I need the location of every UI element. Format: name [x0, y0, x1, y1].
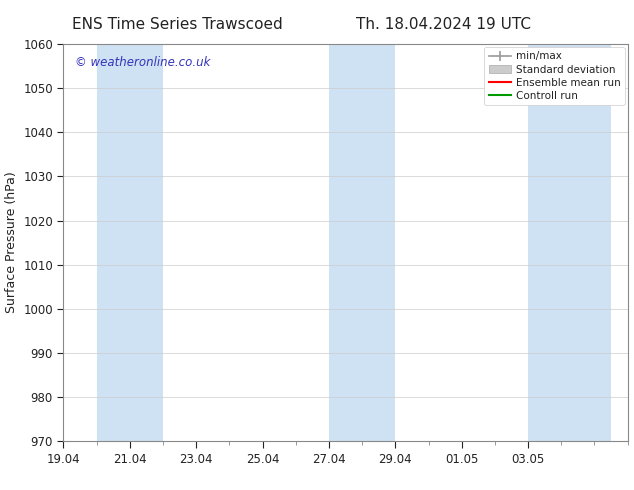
- Bar: [528, 44, 611, 441]
- Text: © weatheronline.co.uk: © weatheronline.co.uk: [75, 56, 210, 69]
- Y-axis label: Surface Pressure (hPa): Surface Pressure (hPa): [4, 172, 18, 314]
- Legend: min/max, Standard deviation, Ensemble mean run, Controll run: min/max, Standard deviation, Ensemble me…: [484, 47, 624, 105]
- Bar: [96, 44, 163, 441]
- Text: ENS Time Series Trawscoed: ENS Time Series Trawscoed: [72, 17, 283, 32]
- Bar: [329, 44, 396, 441]
- Text: Th. 18.04.2024 19 UTC: Th. 18.04.2024 19 UTC: [356, 17, 531, 32]
